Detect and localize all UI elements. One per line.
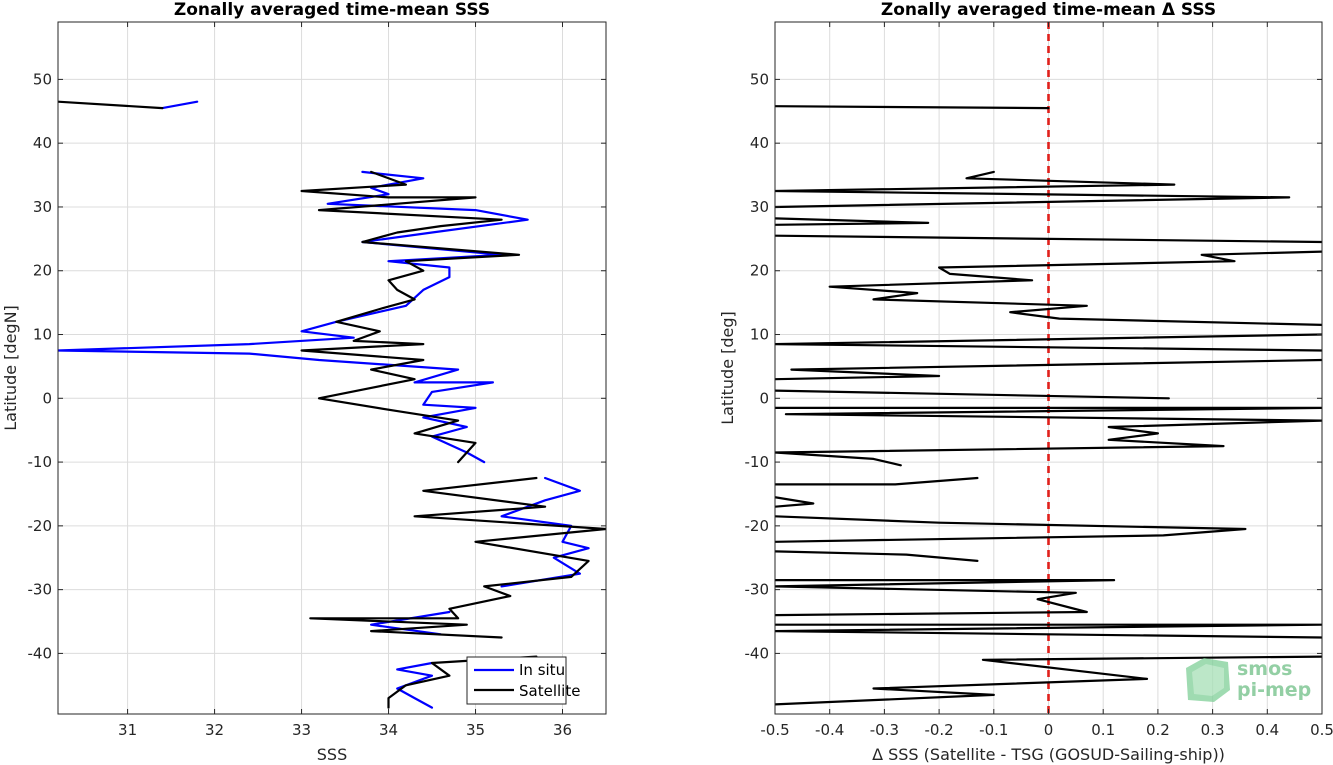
series-in-situ [58,100,590,709]
y-tick-label: -20 [745,517,770,535]
y-tick-label: 20 [33,262,52,280]
logo-graphic-shade [1192,664,1224,696]
series-line-segment [396,661,434,709]
x-tick-label: 0.3 [1201,721,1225,739]
series-line-segment [775,234,1322,244]
y-tick-label: 10 [33,326,52,344]
x-axis-label: Δ SSS (Satellite - TSG (GOSUD-Sailing-sh… [872,745,1225,764]
y-tick-label: 30 [33,198,52,216]
y-axis-label: Latitude [deg] [718,311,737,425]
y-tick-label: 30 [750,198,769,216]
series-line-segment [775,217,930,226]
legend: In situ Satellite [466,656,580,705]
y-tick-label: 50 [33,70,52,88]
logo-text-smos: smos [1237,658,1292,680]
x-tick-label: 32 [205,721,224,739]
series-line-segment [775,550,979,563]
left-panel-sss-profile: 31 32 33 34 35 36 -40 -30 -20 -10 0 10 20 30 40 50 Zonal… [1,0,607,764]
y-tick-label: 0 [42,389,52,407]
y-axis-label: Latitude [degN] [1,305,20,431]
x-axis-label: SSS [317,745,347,764]
series-line-segment [775,358,1322,381]
series-line-segment [775,578,1116,617]
legend-box [466,656,567,705]
right-panel-delta-sss-profile: -0.5 -0.4 -0.3 -0.2 -0.1 0 0.1 0.2 0.3 0.4 0.5 -40 -… [718,0,1333,764]
legend-label-in-situ: In situ [519,661,565,679]
series-line-segment [775,476,979,486]
x-tick-label: -0.2 [924,721,953,739]
y-tick-label: 40 [33,134,52,152]
y-tick-label: 20 [750,262,769,280]
series-line-segment [370,610,451,636]
x-tick-label: 34 [379,721,398,739]
x-tick-label: -0.5 [760,721,789,739]
series-line-segment [775,333,1322,352]
y-tick-label: -10 [745,453,770,471]
series-line-segment [161,100,199,110]
series-delta-sss [775,105,1322,706]
x-tick-label: 33 [292,721,311,739]
series-line-segment [775,623,1322,639]
series-line-segment [58,100,164,110]
series-line-segment [309,476,606,639]
chart-title: Zonally averaged time-mean Δ SSS [881,0,1216,20]
y-tick-label: -20 [28,517,53,535]
x-tick-label: 0.4 [1255,721,1279,739]
series-line-segment [775,496,815,508]
axes-frame [57,21,607,715]
y-tick-label: 40 [750,134,769,152]
y-tick-label: 10 [750,326,769,344]
x-tick-label: 0.2 [1146,721,1170,739]
x-tick-label: 36 [553,721,572,739]
y-tick-label: -30 [28,581,53,599]
series-line-segment [387,655,538,709]
plot-area [58,22,606,714]
series-line-segment [775,515,1247,543]
series-line-segment [300,170,521,464]
x-tick-label: -0.1 [979,721,1008,739]
x-tick-label: 0.5 [1310,721,1333,739]
y-tick-label: -10 [28,453,53,471]
x-tick-label: 35 [466,721,485,739]
y-tick-label: 0 [759,389,769,407]
series-line-segment [775,105,1050,110]
series-line-segment [828,250,1322,326]
series-line-segment [58,170,529,464]
series-line-segment [775,406,1322,467]
x-tick-label: -0.3 [870,721,899,739]
series-satellite [58,100,606,709]
y-tick-label: -30 [745,581,770,599]
smos-pi-mep-logo: smos pi-mep [1186,658,1311,702]
y-tick-label: -40 [28,644,53,662]
x-tick-label: 0.1 [1091,721,1115,739]
series-line-segment [775,170,1291,209]
series-line-segment [775,655,1322,706]
x-tick-label: 31 [118,721,137,739]
y-tick-label: -40 [745,644,770,662]
chart-title: Zonally averaged time-mean SSS [174,0,490,20]
y-tick-label: 50 [750,70,769,88]
series-line-segment [775,389,1170,400]
x-tick-label: -0.4 [815,721,844,739]
logo-text-pi-mep: pi-mep [1237,679,1311,701]
x-tick-label: 0 [1044,721,1054,739]
legend-label-satellite: Satellite [519,682,580,700]
